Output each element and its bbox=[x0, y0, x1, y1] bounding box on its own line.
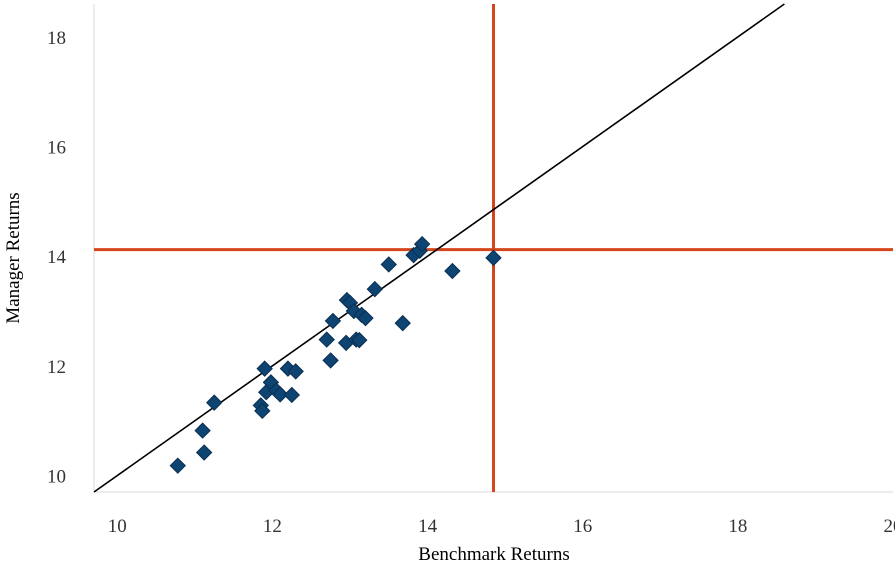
data-point bbox=[322, 352, 339, 369]
x-tick-label: 14 bbox=[418, 516, 438, 537]
data-point bbox=[256, 360, 273, 377]
data-point bbox=[324, 312, 342, 330]
y-tick-label: 18 bbox=[47, 28, 66, 49]
data-point bbox=[206, 394, 223, 411]
y-axis-title: Manager Returns bbox=[3, 192, 24, 323]
x-tick-label: 18 bbox=[728, 516, 747, 537]
data-point bbox=[366, 280, 384, 298]
data-point bbox=[318, 331, 335, 348]
data-point bbox=[351, 331, 368, 349]
data-point bbox=[195, 444, 213, 461]
data-point bbox=[271, 386, 289, 403]
diagonal-line bbox=[93, 3, 785, 493]
data-point bbox=[380, 256, 397, 273]
data-points bbox=[169, 235, 502, 474]
data-point bbox=[169, 457, 186, 474]
data-point bbox=[194, 422, 211, 439]
reference-lines bbox=[94, 4, 893, 492]
x-tick-label: 10 bbox=[108, 516, 127, 537]
data-point bbox=[394, 314, 411, 332]
diagonal-line-group bbox=[93, 3, 785, 493]
y-tick-label: 14 bbox=[47, 247, 67, 268]
data-point bbox=[485, 249, 502, 267]
x-tick-label: 12 bbox=[263, 516, 282, 537]
data-point bbox=[287, 363, 304, 380]
x-tick-label: 20 bbox=[884, 516, 895, 537]
x-tick-label: 16 bbox=[573, 516, 592, 537]
x-axis-title: Benchmark Returns bbox=[418, 544, 569, 565]
data-point bbox=[444, 262, 461, 280]
data-point bbox=[413, 235, 431, 253]
y-tick-label: 16 bbox=[47, 138, 66, 159]
y-tick-label: 10 bbox=[47, 467, 66, 488]
y-tick-label: 12 bbox=[47, 357, 66, 378]
data-point bbox=[283, 386, 301, 404]
data-point bbox=[254, 402, 271, 420]
data-point bbox=[357, 309, 374, 327]
tick-labels: 10 12 14 16 18 20 10 12 14 16 18 bbox=[47, 28, 895, 537]
